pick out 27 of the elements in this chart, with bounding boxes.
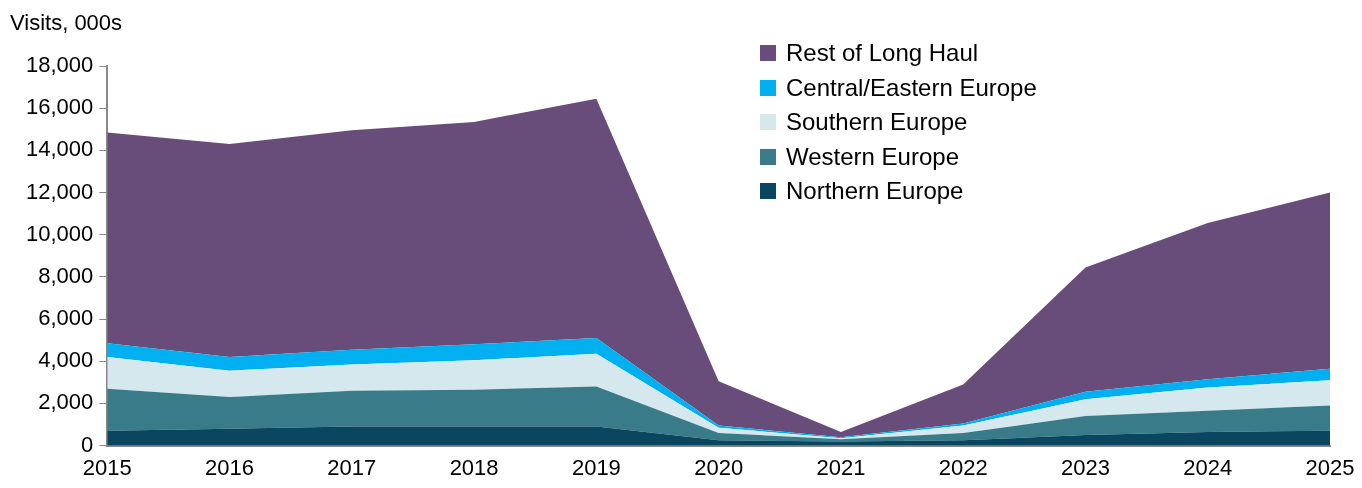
x-tick-label: 2022 bbox=[938, 454, 988, 480]
y-tick-label: 0 bbox=[81, 431, 94, 457]
y-tick-label: 6,000 bbox=[38, 305, 94, 331]
x-tick-label: 2016 bbox=[205, 454, 255, 480]
x-tick-label: 2017 bbox=[327, 454, 377, 480]
x-tick-label: 2021 bbox=[816, 454, 866, 480]
y-tick-label: 2,000 bbox=[38, 389, 94, 415]
y-tick-label: 4,000 bbox=[38, 347, 94, 373]
y-tick-label: 18,000 bbox=[25, 52, 94, 78]
x-tick-label: 2015 bbox=[82, 454, 132, 480]
y-tick-label: 10,000 bbox=[25, 220, 94, 246]
legend-label: Western Europe bbox=[786, 142, 959, 171]
x-tick-label: 2023 bbox=[1060, 454, 1110, 480]
x-tick-label: 2018 bbox=[449, 454, 499, 480]
y-axis-title: Visits, 000s bbox=[10, 10, 123, 36]
x-tick-label: 2024 bbox=[1183, 454, 1233, 480]
x-tick-label: 2020 bbox=[694, 454, 744, 480]
legend-label: Southern Europe bbox=[786, 108, 968, 137]
y-tick-label: 12,000 bbox=[25, 178, 94, 204]
legend-label: Rest of Long Haul bbox=[786, 39, 979, 68]
y-tick-label: 16,000 bbox=[25, 94, 94, 120]
y-tick-label: 14,000 bbox=[25, 136, 94, 162]
x-tick-label: 2019 bbox=[571, 454, 621, 480]
legend-label: Northern Europe bbox=[786, 177, 964, 206]
y-tick-label: 8,000 bbox=[38, 262, 94, 288]
x-tick-label: 2025 bbox=[1305, 454, 1355, 480]
legend-label: Central/Eastern Europe bbox=[786, 73, 1037, 102]
